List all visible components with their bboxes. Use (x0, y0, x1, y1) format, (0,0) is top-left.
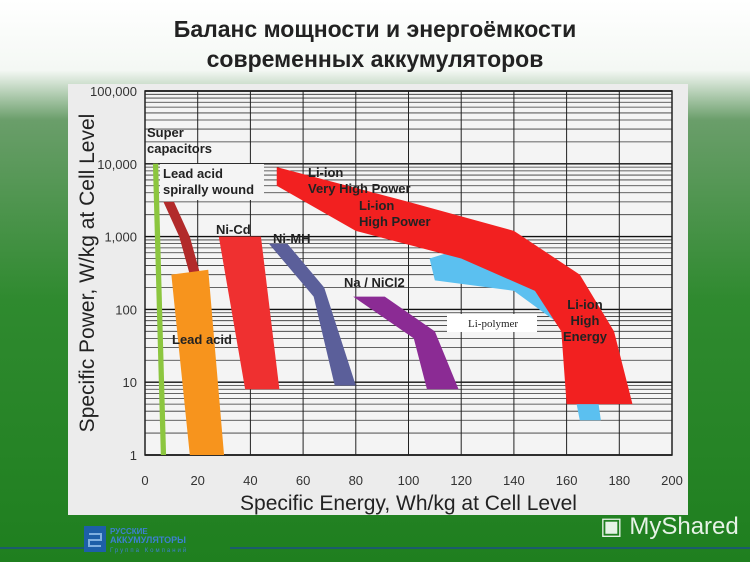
watermark: ▣ MyShared (600, 512, 739, 541)
region-lead-acid (171, 269, 225, 455)
label-li-ion-high-energy: Li-ion (567, 297, 602, 312)
region-ni-mh (268, 243, 356, 386)
label-li-ion-high-power: Li-ion (359, 198, 394, 213)
label-lead-acid-spirally-wound: spirally wound (163, 182, 254, 197)
chart-svg: 1 10 100 1,000 10,000 100,000 0 20 40 60 80 100 120 1… (76, 84, 683, 515)
x-tick-label: 20 (190, 473, 204, 488)
x-tick-label: 0 (141, 473, 148, 488)
x-tick-label: 180 (608, 473, 630, 488)
label-bg (447, 314, 537, 332)
x-tick-label: 200 (661, 473, 683, 488)
logo-line-2: АККУМУЛЯТОРЫ (110, 535, 186, 545)
company-logo: РУССКИЕ АККУМУЛЯТОРЫ Группа Компаний (84, 524, 234, 559)
x-tick-label: 80 (349, 473, 363, 488)
divider-right (230, 547, 750, 549)
presentation-icon: ▣ (600, 513, 630, 540)
label-na-nicl2: Na / NiCl2 (344, 275, 405, 290)
label-lead-acid-spirally-wound: Lead acid (163, 166, 223, 181)
watermark-text: MyShared (629, 513, 739, 540)
label-lead-acid: Lead acid (172, 332, 232, 347)
label-li-ion-high-energy: High (571, 313, 600, 328)
y-tick-label: 1,000 (104, 230, 137, 245)
logo-line-1: РУССКИЕ (110, 527, 148, 536)
x-tick-label: 60 (296, 473, 310, 488)
region-ni-cd (218, 236, 280, 390)
label-li-polymer: Li-polymer (468, 318, 518, 330)
label-li-ion-very-high-power: Very High Power (308, 181, 411, 196)
logo-line-3: Группа Компаний (110, 547, 188, 554)
y-tick-label: 100,000 (90, 84, 137, 99)
slide-title: Баланс мощности и энергоёмкости современ… (0, 14, 750, 74)
label-li-ion-very-high-power: Li-ion (308, 165, 343, 180)
label-bg (160, 164, 264, 200)
x-tick-label: 160 (556, 473, 578, 488)
label-ni-cd: Ni-Cd (216, 222, 251, 237)
label-li-ion-high-power: High Power (359, 214, 431, 229)
ragone-chart: 1 10 100 1,000 10,000 100,000 0 20 40 60 80 100 120 1… (68, 84, 688, 515)
label-ni-mh: Ni-MH (273, 231, 311, 246)
y-tick-label: 1 (130, 448, 137, 463)
title-line-2: современных аккумуляторов (206, 46, 544, 72)
logo-icon: РУССКИЕ АККУМУЛЯТОРЫ Группа Компаний (84, 526, 188, 554)
y-tick-label: 10,000 (97, 157, 137, 172)
y-tick-label: 10 (123, 375, 137, 390)
region-li-ion (276, 167, 633, 405)
x-tick-label: 100 (398, 473, 420, 488)
y-axis-label: Specific Power, W/kg at Cell Level (76, 114, 99, 433)
region-na-nicl2 (353, 296, 459, 390)
divider-left (0, 547, 84, 549)
title-line-1: Баланс мощности и энергоёмкости (173, 16, 577, 42)
x-tick-label: 120 (450, 473, 472, 488)
region-super-capacitors (152, 163, 167, 456)
x-tick-label: 40 (243, 473, 257, 488)
label-li-ion-high-energy: Energy (563, 329, 608, 344)
label-super-capacitors: Super (147, 125, 184, 140)
x-tick-label: 140 (503, 473, 525, 488)
y-tick-label: 100 (115, 302, 137, 317)
label-super-capacitors: capacitors (147, 141, 212, 156)
x-axis-label: Specific Energy, Wh/kg at Cell Level (240, 492, 577, 515)
